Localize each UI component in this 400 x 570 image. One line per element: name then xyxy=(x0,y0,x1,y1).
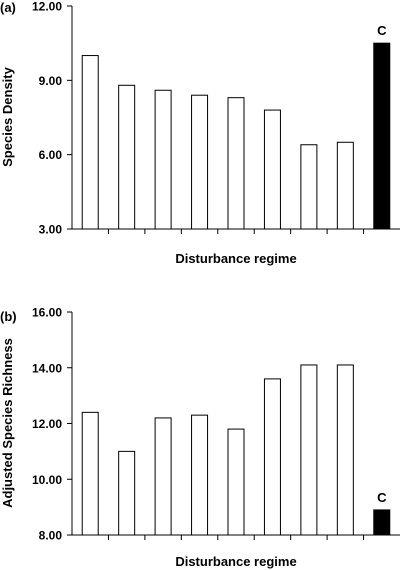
panel-a-bar xyxy=(263,109,281,230)
panel-a-bar xyxy=(118,84,136,230)
panel-b-bar xyxy=(336,364,354,536)
panel-a-bar xyxy=(300,144,318,230)
panel-b-bar xyxy=(191,414,209,536)
panel-a-y-tick-label: 12.00 xyxy=(32,0,62,14)
panel-b-xlabel: Disturbance regime xyxy=(175,554,296,569)
panel-b-bar xyxy=(118,450,136,536)
panel-b-ylabel: Adjusted Species Richness xyxy=(0,338,15,508)
panel-b-y-tick-label: 14.00 xyxy=(32,361,62,375)
panel-b: (b) Adjusted Species Richness Disturbanc… xyxy=(0,306,400,569)
panel-a-y-tick-label: 3.00 xyxy=(39,223,63,237)
panel-b-bar xyxy=(300,364,318,536)
panel-a-bar-annotation: C xyxy=(377,23,387,38)
panel-a-bar xyxy=(81,55,99,230)
panel-b-label: (b) xyxy=(0,309,17,324)
panel-a-y-tick-label: 9.00 xyxy=(39,74,63,88)
panel-a-bar xyxy=(227,97,245,230)
panel-b-y-tick-label: 16.00 xyxy=(32,306,62,320)
panel-a-y-tick-label: 6.00 xyxy=(39,148,63,162)
panel-b-bar xyxy=(263,378,281,536)
panel-a-bar xyxy=(191,94,209,230)
panel-a-ylabel: Species Density xyxy=(0,66,15,166)
panel-b-bar xyxy=(373,509,391,536)
panel-a-xlabel: Disturbance regime xyxy=(175,251,296,266)
panel-b-bar xyxy=(81,411,99,536)
panel-a-label: (a) xyxy=(0,0,16,15)
panel-b-y-tick-label: 8.00 xyxy=(39,529,63,543)
panel-b-bar-annotation: C xyxy=(377,490,387,505)
panel-b-plot: 8.00 10.00 12.00 14.00 16.00 C xyxy=(32,306,400,543)
panel-b-y-tick-label: 10.00 xyxy=(32,473,62,487)
panel-b-bar xyxy=(227,428,245,536)
panel-a-plot: 3.00 6.00 9.00 12.00 C xyxy=(32,0,400,237)
panel-a-bar xyxy=(373,42,391,230)
panel-a-bar xyxy=(154,89,172,230)
panel-a-bar xyxy=(336,141,354,230)
panel-b-bar xyxy=(154,417,172,536)
panel-a: (a) Species Density Disturbance regime 3… xyxy=(0,0,400,266)
panel-b-y-tick-label: 12.00 xyxy=(32,417,62,431)
